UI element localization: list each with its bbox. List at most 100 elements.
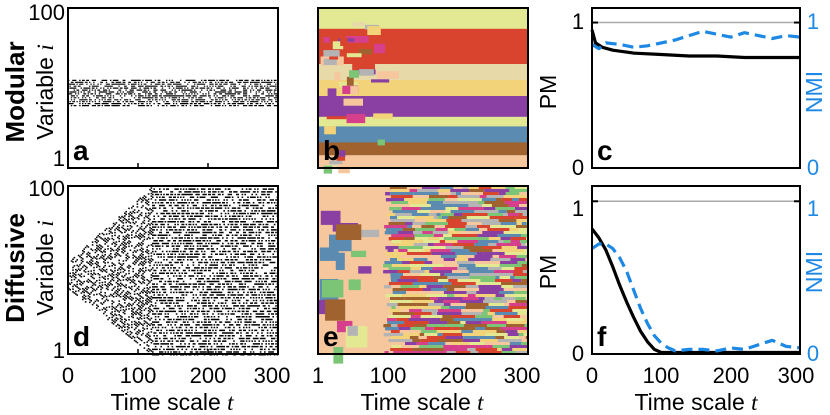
community-fragment-e xyxy=(501,246,518,250)
tick-x-col2-100: 100 xyxy=(370,363,407,388)
tick-nmi-1-bottom: 1 xyxy=(807,196,819,221)
community-block-b xyxy=(323,50,340,57)
community-fragment-e xyxy=(465,306,486,310)
community-fragment-e xyxy=(522,294,528,298)
community-fragment-e xyxy=(398,327,411,331)
community-fragment-e xyxy=(432,267,458,271)
community-fragment-e xyxy=(504,303,510,307)
community-fragment-e xyxy=(454,294,468,298)
community-fragment-e xyxy=(411,300,434,304)
panel-f-frame xyxy=(591,185,801,355)
community-fragment-e xyxy=(492,345,510,349)
community-fragment-e xyxy=(455,258,469,262)
community-fragment-e xyxy=(452,327,460,331)
community-fragment-e xyxy=(444,273,470,277)
community-fragment-e xyxy=(437,189,451,193)
community-fragment-e xyxy=(501,267,515,271)
community-fragment-e xyxy=(456,192,461,196)
community-fragment-e xyxy=(386,303,398,307)
community-fragment-e xyxy=(391,264,410,268)
community-fragment-e xyxy=(413,258,428,262)
panel-letter-b: b xyxy=(323,135,340,166)
community-band-b xyxy=(318,96,528,118)
community-fragment-e xyxy=(481,222,501,226)
heatmap-a xyxy=(68,79,278,107)
community-fragment-e xyxy=(504,336,519,340)
community-fragment-e xyxy=(398,246,423,250)
community-block-e xyxy=(335,252,345,270)
community-fragment-e xyxy=(428,342,446,346)
community-fragment-e xyxy=(402,294,427,298)
community-fragment-e xyxy=(499,291,514,295)
community-fragment-e xyxy=(467,294,476,298)
community-fragment-e xyxy=(383,342,405,346)
community-fragment-e xyxy=(430,351,447,355)
community-fragment-e xyxy=(407,225,413,229)
community-fragment-e xyxy=(522,213,528,217)
community-fragment-e xyxy=(451,282,476,286)
community-block-e xyxy=(318,299,330,315)
community-fragment-e xyxy=(448,231,460,235)
community-fragment-e xyxy=(511,261,518,265)
community-fragment-e xyxy=(427,258,444,262)
community-fragment-e xyxy=(517,246,528,250)
community-fragment-e xyxy=(482,231,504,235)
community-fragment-e xyxy=(457,195,480,199)
community-fragment-e xyxy=(457,198,463,202)
x-axis-title-col2: Time scale t xyxy=(360,389,484,415)
community-fragment-e xyxy=(431,288,443,292)
community-fragment-e xyxy=(466,318,493,322)
community-fragment-e xyxy=(419,333,425,337)
community-fragment-e xyxy=(437,333,443,337)
community-fragment-e xyxy=(438,192,451,196)
community-fragment-e xyxy=(410,327,425,331)
community-fragment-e xyxy=(513,291,528,295)
community-fragment-e xyxy=(479,288,504,292)
community-fragment-e xyxy=(512,279,522,283)
community-fragment-e xyxy=(495,336,505,340)
community-fragment-e xyxy=(478,285,502,289)
community-fragment-e xyxy=(436,330,462,334)
community-fragment-e xyxy=(451,342,470,346)
community-fragment-e xyxy=(455,252,470,256)
community-fragment-e xyxy=(402,228,416,232)
panel-b-frame xyxy=(317,7,529,169)
panel-letter-a: a xyxy=(73,135,89,166)
community-fragment-e xyxy=(498,219,517,223)
community-fragment-e xyxy=(475,315,493,319)
community-block-e xyxy=(358,229,380,238)
community-fragment-e xyxy=(447,276,470,280)
tick-var-100-top: 100 xyxy=(28,0,65,25)
community-fragment-e xyxy=(409,189,418,193)
community-fragment-e xyxy=(443,264,459,268)
tick-x-col1-100: 100 xyxy=(120,363,157,388)
community-fragment-e xyxy=(387,318,397,322)
community-fragment-e xyxy=(493,270,514,274)
community-fragment-e xyxy=(426,336,446,340)
community-fragment-e xyxy=(450,189,470,193)
community-fragment-e xyxy=(401,240,424,244)
community-fragment-e xyxy=(392,210,418,214)
nmi-axis-label-top: NMI xyxy=(801,71,827,113)
community-fragment-e xyxy=(518,228,528,232)
community-fragment-e xyxy=(521,288,528,292)
community-block-b xyxy=(343,98,363,106)
community-fragment-e xyxy=(406,252,432,256)
community-fragment-e xyxy=(461,219,477,223)
community-fragment-e xyxy=(391,201,408,205)
community-fragment-e xyxy=(423,288,432,292)
nmi-series-f xyxy=(591,242,801,353)
community-fragment-e xyxy=(462,333,486,337)
panel-f: f xyxy=(590,185,801,355)
community-fragment-e xyxy=(392,243,414,247)
community-fragment-e xyxy=(483,192,499,196)
community-fragment-e xyxy=(494,312,518,316)
community-fragment-e xyxy=(390,192,414,196)
community-fragment-e xyxy=(430,297,438,301)
community-fragment-e xyxy=(445,240,458,244)
community-fragment-e xyxy=(469,342,485,346)
community-fragment-e xyxy=(390,273,399,277)
community-block-e xyxy=(337,320,353,333)
community-block-b xyxy=(334,72,341,81)
tick-x-col2-200: 200 xyxy=(440,363,477,388)
